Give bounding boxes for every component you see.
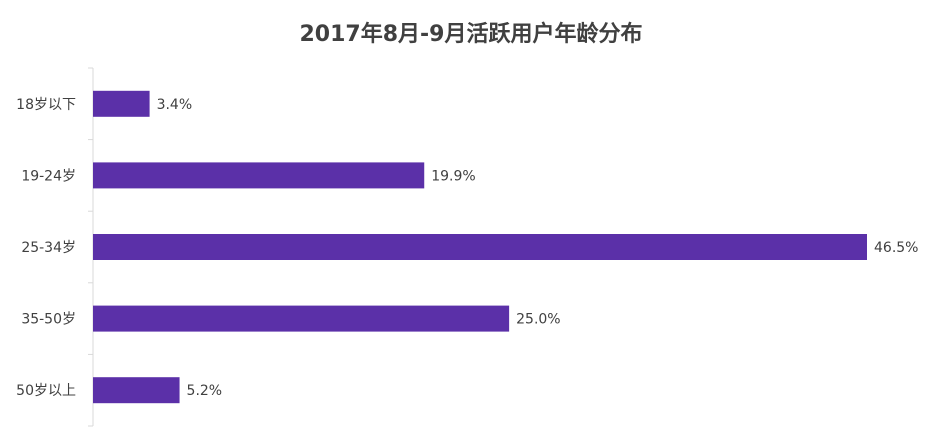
bar xyxy=(93,90,150,117)
category-tick-label: 35-50岁 xyxy=(21,312,76,328)
bar-layer xyxy=(93,90,867,404)
label-layer: 18岁以下 3.4% 19-24岁 19.9% 25-34岁 46.5% 35-50岁 25.… xyxy=(16,97,918,399)
data-label: 3.4% xyxy=(157,97,193,113)
chart-title: 2017年8月-9月活跃用户年龄分布 xyxy=(299,22,643,47)
data-label: 19.9% xyxy=(431,168,475,184)
category-tick-label: 50岁以上 xyxy=(16,383,76,399)
category-tick-label: 18岁以下 xyxy=(16,97,76,113)
category-tick-label: 25-34岁 xyxy=(21,240,76,256)
bar xyxy=(93,305,510,332)
bar xyxy=(93,234,867,260)
data-label: 5.2% xyxy=(187,383,223,399)
data-label: 46.5% xyxy=(874,240,918,256)
category-tick-label: 19-24岁 xyxy=(21,168,76,184)
bar xyxy=(93,377,180,404)
bar xyxy=(93,162,425,189)
axis-layer xyxy=(88,67,94,427)
data-label: 25.0% xyxy=(516,312,560,328)
